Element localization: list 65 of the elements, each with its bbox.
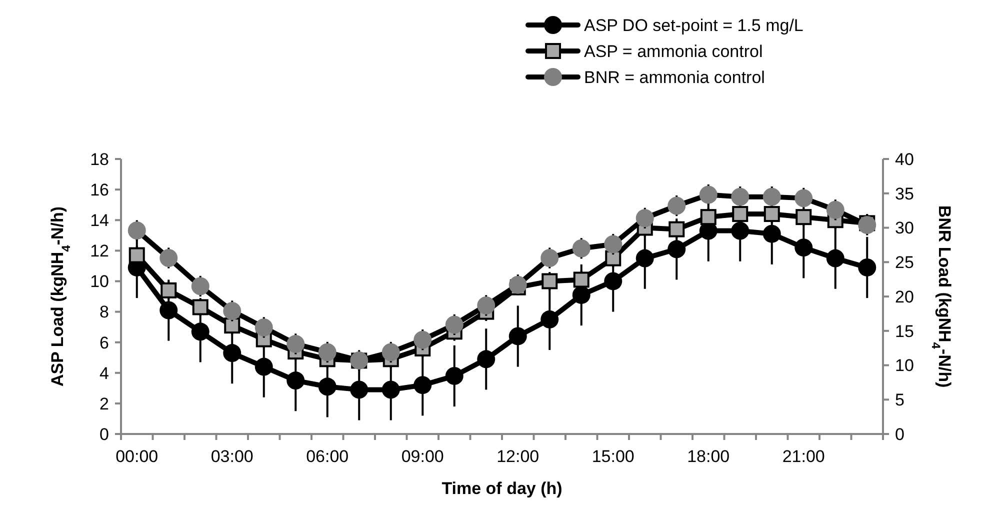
y-tick-label: 14 <box>90 211 109 230</box>
point <box>445 316 464 334</box>
y-tick-label: 0 <box>100 424 109 444</box>
point <box>572 239 590 258</box>
point <box>573 272 590 288</box>
y2-tick-label: 25 <box>895 253 914 272</box>
x-tick-label: 21:00 <box>782 447 825 466</box>
y-tick-label: 16 <box>90 180 109 200</box>
y2-tick-label: 10 <box>895 356 914 376</box>
point <box>477 296 496 314</box>
point <box>128 247 145 264</box>
point <box>540 310 559 328</box>
y2-tick-label: 20 <box>895 287 914 306</box>
point <box>762 224 781 243</box>
point <box>318 343 336 362</box>
x-tick-label: 03:00 <box>210 447 254 466</box>
legend-label: ASP DO set-point = 1.5 mg/L <box>584 16 804 35</box>
y2-tick-label: 30 <box>895 218 914 238</box>
y-tick-label: 8 <box>100 302 109 322</box>
y2-tick-label: 35 <box>895 184 914 204</box>
x-tick-label: 09:00 <box>401 447 444 466</box>
x-axis-title: Time of day (h) <box>442 479 562 498</box>
point <box>731 222 750 240</box>
point <box>160 249 178 267</box>
point <box>445 366 464 385</box>
point <box>508 276 527 294</box>
y-tick-label: 4 <box>100 364 109 383</box>
point <box>191 322 210 341</box>
point <box>477 350 496 368</box>
point <box>668 240 686 258</box>
legend-label: ASP = ammonia control <box>584 42 763 61</box>
point <box>636 249 654 268</box>
point <box>572 286 590 304</box>
point <box>224 318 240 334</box>
point <box>604 272 622 290</box>
y2-tick-label: 15 <box>895 322 914 341</box>
point <box>508 327 527 346</box>
point <box>350 380 368 399</box>
x-tick-label: 18:00 <box>687 447 730 466</box>
point <box>286 334 305 353</box>
point <box>286 372 305 390</box>
point <box>254 358 273 376</box>
y-tick-label: 10 <box>90 272 109 292</box>
point <box>858 258 876 276</box>
x-tick-label: 00:00 <box>116 447 158 466</box>
point <box>318 378 336 396</box>
y-tick-label: 12 <box>90 242 109 261</box>
point <box>414 330 432 349</box>
point <box>382 380 400 399</box>
x-tick-label: 12:00 <box>496 447 540 466</box>
x-tick-label: 06:00 <box>306 447 349 466</box>
y2-tick-label: 40 <box>895 150 914 169</box>
point <box>414 376 432 394</box>
y2-tick-label: 0 <box>895 424 904 444</box>
y-tick-label: 6 <box>100 333 109 352</box>
y2-tick-label: 5 <box>895 390 904 410</box>
legend-label: BNR = ammonia control <box>584 68 765 87</box>
x-tick-label: 15:00 <box>592 447 634 466</box>
point <box>223 344 242 362</box>
point <box>826 200 844 219</box>
point <box>826 249 844 268</box>
y-tick-label: 2 <box>100 394 109 414</box>
point <box>160 301 178 320</box>
y-tick-label: 18 <box>90 150 109 169</box>
point <box>794 238 813 257</box>
